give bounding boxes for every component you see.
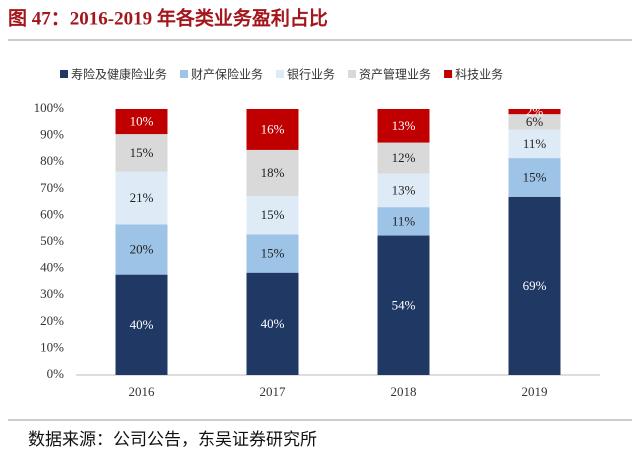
bar-segment	[377, 235, 430, 375]
x-tick-label: 2018	[391, 384, 417, 399]
legend-swatch	[348, 70, 357, 78]
legend-swatch	[60, 70, 68, 78]
bar-segment	[508, 196, 561, 375]
value-label: 6%	[526, 114, 544, 129]
y-tick-label: 100%	[34, 100, 65, 115]
legend-label: 科技业务	[455, 67, 503, 82]
bar-segment	[246, 149, 299, 196]
value-label: 16%	[261, 121, 285, 136]
y-tick-label: 60%	[40, 206, 64, 221]
bar-segment	[508, 114, 561, 130]
value-label: 11%	[523, 136, 547, 151]
y-tick-label: 80%	[40, 153, 64, 168]
y-tick-label: 20%	[40, 313, 64, 328]
value-label: 15%	[261, 245, 285, 260]
x-tick-label: 2019	[522, 384, 548, 399]
value-label: 20%	[130, 242, 154, 257]
bar-segment	[115, 109, 168, 135]
y-tick-label: 40%	[40, 260, 64, 275]
x-tick-label: 2016	[129, 384, 156, 399]
source: 数据来源：公司公告，东吴证券研究所	[28, 430, 317, 449]
value-label: 54%	[392, 297, 416, 312]
chart-title: 图 47：2016-2019 年各类业务盈利占比	[8, 6, 328, 29]
value-label: 40%	[130, 317, 154, 332]
x-tick-label: 2017	[260, 384, 287, 399]
bar-segment	[115, 224, 168, 275]
bar-segment	[508, 109, 561, 115]
bar-segment	[246, 195, 299, 235]
bar-segment	[508, 158, 561, 197]
bar-segment	[246, 234, 299, 273]
bar-segment	[377, 109, 430, 143]
bar-segment	[377, 142, 430, 174]
value-label: 15%	[523, 169, 547, 184]
legend-swatch	[444, 70, 453, 78]
value-label: 12%	[392, 150, 416, 165]
value-label: 10%	[130, 114, 154, 129]
y-tick-label: 10%	[40, 339, 64, 354]
value-label: 21%	[130, 190, 154, 205]
value-label: 13%	[392, 118, 416, 133]
legend-label: 银行业务	[287, 67, 335, 82]
bar-segment	[246, 109, 299, 150]
bar-segment	[246, 272, 299, 375]
bar-segment	[115, 274, 168, 375]
value-label: 40%	[261, 316, 285, 331]
legend-label: 资产管理业务	[359, 67, 431, 82]
value-label: 18%	[261, 165, 285, 180]
legend-label: 财产保险业务	[191, 67, 263, 82]
value-label: 13%	[392, 182, 416, 197]
bar-segment	[377, 173, 430, 208]
y-tick-label: 90%	[40, 127, 64, 142]
legend-swatch	[276, 70, 285, 78]
legend-label: 寿险及健康险业务	[71, 67, 167, 82]
bar-segment	[377, 207, 430, 236]
y-tick-label: 70%	[40, 180, 64, 195]
bar-segment	[115, 171, 168, 225]
y-tick-label: 50%	[40, 233, 64, 248]
legend-swatch	[180, 70, 189, 78]
value-label: 69%	[523, 278, 547, 293]
value-label: 15%	[261, 207, 285, 222]
bar-segment	[115, 134, 168, 172]
y-tick-label: 0%	[47, 366, 65, 381]
value-label: 2%	[526, 104, 544, 119]
y-tick-label: 30%	[40, 286, 64, 301]
bar-segment	[508, 129, 561, 159]
value-label: 11%	[392, 213, 416, 228]
value-label: 15%	[130, 145, 154, 160]
